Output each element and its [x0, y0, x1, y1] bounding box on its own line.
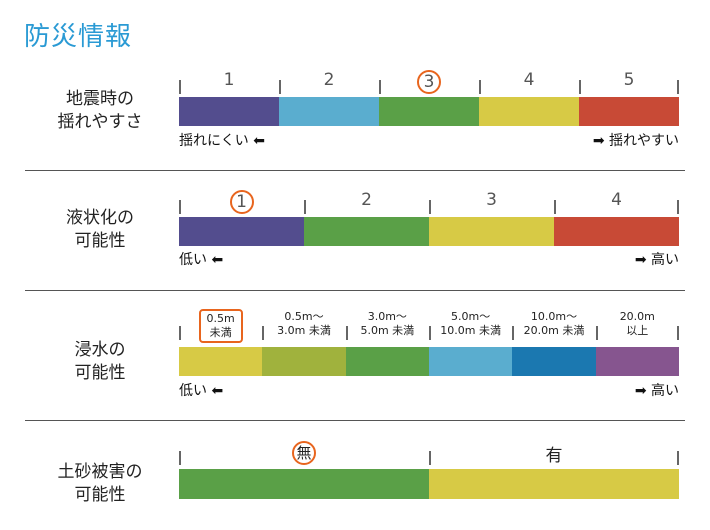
scale-text: 3.0m 未満 [277, 324, 331, 337]
legend-low-text: 低い [179, 252, 207, 268]
scale-item-selected: 1 [179, 190, 304, 216]
label-line: 液状化の [66, 208, 134, 228]
bar-segment [262, 347, 346, 376]
arrow-left-icon: ⬅ [211, 252, 224, 268]
bar-segment [379, 97, 479, 126]
legend-high: ➡ 高い [635, 380, 679, 400]
scale-earthquake: 1 2 3 4 5 [179, 70, 679, 96]
arrow-left-icon: ⬅ [253, 133, 265, 149]
arrow-left-icon: ⬅ [211, 383, 224, 399]
label-line: 地震時の [66, 89, 134, 109]
scale-text: 10.0m〜 [530, 310, 578, 323]
label-line: 可能性 [74, 363, 126, 383]
divider [25, 170, 685, 171]
label-line: 揺れやすさ [57, 112, 143, 132]
scale-text: 未満 [209, 326, 232, 339]
bar-segment [179, 347, 263, 376]
bar-segment [179, 217, 304, 246]
scale-item: 3.0m〜 5.0m 未満 [345, 310, 429, 342]
scale-text: 以上 [626, 324, 649, 337]
scale-item: 1 [179, 70, 279, 96]
section-label-liquefaction: 液状化の 可能性 [30, 207, 170, 253]
bar-segment [179, 469, 429, 499]
selected-marker: 無 [292, 441, 316, 465]
legend-low: 低い ⬅ [179, 249, 223, 269]
legend-low: 低い ⬅ [179, 380, 223, 400]
label-line: 浸水の [74, 340, 126, 360]
bar-segment [179, 97, 279, 126]
scale-item: 2 [279, 70, 379, 96]
scale-item: 4 [554, 190, 679, 216]
bar-segment [345, 347, 429, 376]
scale-text: 0.5m [206, 312, 235, 325]
scale-item: 3 [429, 190, 554, 216]
bar-segment [595, 347, 679, 376]
color-bar-flood [179, 347, 679, 376]
arrow-right-icon: ➡ [592, 133, 605, 149]
label-line: 可能性 [74, 485, 126, 505]
scale-item-selected: 無 [179, 441, 429, 467]
bar-segment [512, 347, 596, 376]
scale-text: 0.5m〜 [284, 310, 324, 323]
scale-item-selected: 3 [379, 70, 479, 96]
bar-segment [428, 347, 513, 376]
arrow-right-icon: ➡ [634, 383, 647, 399]
selected-marker: 0.5m 未満 [198, 309, 243, 343]
page-title: 防災情報 [24, 22, 133, 52]
section-label-landslide: 土砂被害の 可能性 [30, 461, 170, 507]
legend-low: 揺れにくい ⬅ [179, 130, 265, 150]
bar-segment [279, 97, 379, 126]
selected-marker: 3 [417, 70, 441, 94]
scale-text: 5.0m〜 [451, 310, 491, 323]
scale-item: 20.0m 以上 [595, 310, 680, 342]
scale-text: 20.0m [619, 310, 655, 323]
bar-segment [479, 97, 579, 126]
scale-text: 3.0m〜 [367, 310, 407, 323]
divider [25, 420, 685, 421]
bar-segment [429, 217, 554, 246]
scale-text: 20.0m 未満 [523, 324, 585, 337]
legend-low-text: 低い [179, 383, 207, 399]
section-label-flood: 浸水の 可能性 [30, 339, 170, 385]
scale-liquefaction: 1 2 3 4 [179, 190, 679, 216]
legend-high: ➡ 揺れやすい [593, 130, 679, 150]
color-bar-earthquake [179, 97, 679, 126]
color-bar-liquefaction [179, 217, 679, 246]
bar-segment [579, 97, 679, 126]
scale-item: 10.0m〜 20.0m 未満 [512, 310, 595, 342]
scale-flood: 0.5m 未満 0.5m〜 3.0m 未満 3.0m〜 5.0m 未満 5.0m〜 10… [179, 309, 680, 343]
scale-item: 5 [579, 70, 679, 96]
arrow-right-icon: ➡ [634, 252, 647, 268]
scale-item-selected: 0.5m 未満 [179, 309, 262, 343]
scale-item: 有 [429, 441, 679, 467]
scale-item: 5.0m〜 10.0m 未満 [428, 310, 512, 342]
label-line: 可能性 [74, 231, 126, 251]
color-bar-landslide [179, 469, 679, 499]
legend-high-text: 高い [651, 383, 679, 399]
selected-marker: 1 [229, 190, 254, 214]
scale-text: 10.0m 未満 [440, 324, 501, 337]
legend-high: ➡ 高い [635, 249, 679, 269]
scale-item: 0.5m〜 3.0m 未満 [262, 310, 345, 342]
scale-item: 4 [479, 70, 579, 96]
legend-low-text: 揺れにくい [179, 133, 249, 149]
divider [25, 290, 685, 291]
scale-text: 5.0m 未満 [360, 324, 415, 337]
scale-item: 2 [304, 190, 429, 216]
bar-segment [429, 469, 679, 499]
bar-segment [554, 217, 679, 246]
label-line: 土砂被害の [57, 462, 143, 482]
section-label-earthquake: 地震時の 揺れやすさ [30, 88, 170, 134]
scale-landslide: 無 有 [179, 441, 679, 467]
bar-segment [304, 217, 429, 246]
legend-high-text: 揺れやすい [609, 133, 679, 149]
legend-high-text: 高い [651, 252, 679, 268]
